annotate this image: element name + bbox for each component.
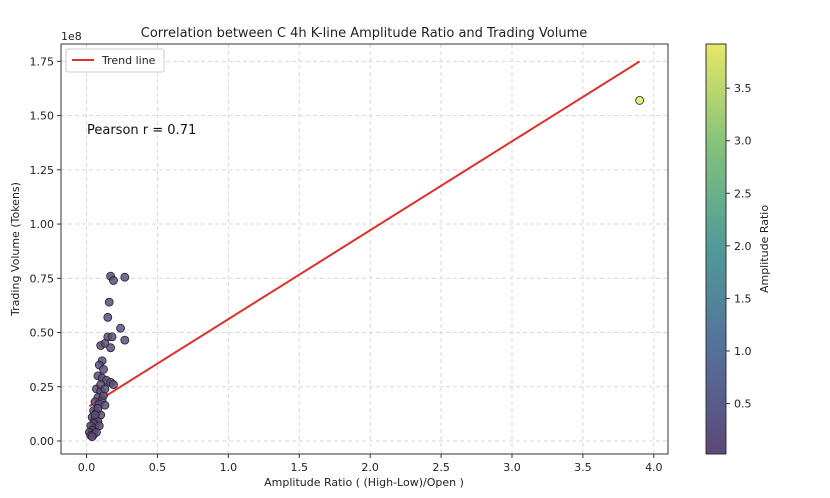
y-tick-label: 0.50 bbox=[30, 327, 55, 340]
x-axis-title: Amplitude Ratio ( (High-Low)/Open ) bbox=[264, 476, 464, 489]
y-tick-label: 1.25 bbox=[30, 164, 55, 177]
data-point bbox=[99, 364, 108, 374]
y-tick-label: 1.50 bbox=[30, 110, 55, 123]
data-points bbox=[84, 96, 645, 442]
chart-title: Correlation between C 4h K-line Amplitud… bbox=[141, 26, 588, 41]
data-point bbox=[116, 323, 125, 333]
colorbar-tick-label: 0.5 bbox=[734, 398, 752, 411]
y-tick-label: 0.75 bbox=[30, 272, 55, 285]
data-point bbox=[100, 384, 110, 394]
plot-area bbox=[60, 43, 669, 455]
data-point bbox=[109, 276, 118, 285]
x-tick-label: 0.0 bbox=[78, 461, 96, 474]
colorbar-ticks: 0.5 1.0 1.5 2.0 2.5 3.0 3.5 bbox=[726, 82, 752, 411]
data-point bbox=[635, 96, 645, 105]
trend-line bbox=[88, 60, 641, 408]
y-axis-ticks: 0.00 0.25 0.50 0.75 1.00 1.25 1.50 1.75 bbox=[30, 55, 61, 448]
colorbar-tick-label: 3.5 bbox=[734, 82, 752, 95]
data-point bbox=[109, 380, 118, 389]
x-tick-label: 2.5 bbox=[432, 461, 450, 474]
legend-label: Trend line bbox=[101, 54, 156, 67]
y-offset-label: 1e8 bbox=[61, 30, 82, 43]
data-point bbox=[87, 432, 97, 442]
legend-box bbox=[65, 48, 165, 73]
colorbar: 0.5 1.0 1.5 2.0 2.5 3.0 3.5 Amplitude Ratio bbox=[705, 43, 771, 455]
data-point bbox=[106, 343, 116, 353]
x-tick-label: 2.0 bbox=[361, 461, 379, 474]
y-axis-title: Trading Volume (Tokens) bbox=[9, 182, 22, 317]
data-point bbox=[120, 335, 130, 345]
colorbar-tick-label: 3.0 bbox=[734, 135, 752, 148]
y-tick-label: 1.00 bbox=[30, 218, 55, 231]
legend: Trend line bbox=[65, 48, 165, 73]
x-axis-ticks: 0.0 0.5 1.0 1.5 2.0 2.5 3.0 3.5 4.0 bbox=[78, 454, 663, 474]
x-tick-label: 1.0 bbox=[220, 461, 238, 474]
x-tick-label: 4.0 bbox=[645, 461, 663, 474]
data-point bbox=[120, 272, 130, 282]
colorbar-tick-label: 2.0 bbox=[734, 240, 752, 253]
colorbar-gradient bbox=[705, 43, 727, 455]
x-tick-label: 3.0 bbox=[503, 461, 521, 474]
data-point bbox=[104, 297, 114, 307]
colorbar-tick-label: 1.5 bbox=[734, 292, 752, 305]
x-tick-label: 3.5 bbox=[574, 461, 592, 474]
pearson-annotation: Pearson r = 0.71 bbox=[87, 123, 196, 138]
y-tick-label: 1.75 bbox=[30, 55, 55, 68]
x-tick-label: 0.5 bbox=[149, 461, 167, 474]
y-tick-label: 0.00 bbox=[30, 435, 55, 448]
colorbar-tick-label: 1.0 bbox=[734, 345, 752, 358]
data-point bbox=[103, 312, 113, 322]
data-point bbox=[90, 410, 100, 420]
data-point bbox=[107, 332, 117, 342]
x-tick-label: 1.5 bbox=[291, 461, 309, 474]
y-tick-label: 0.25 bbox=[30, 381, 55, 394]
data-point bbox=[100, 400, 110, 410]
grid bbox=[61, 44, 668, 454]
colorbar-label: Amplitude Ratio bbox=[758, 205, 771, 293]
colorbar-tick-label: 2.5 bbox=[734, 187, 752, 200]
